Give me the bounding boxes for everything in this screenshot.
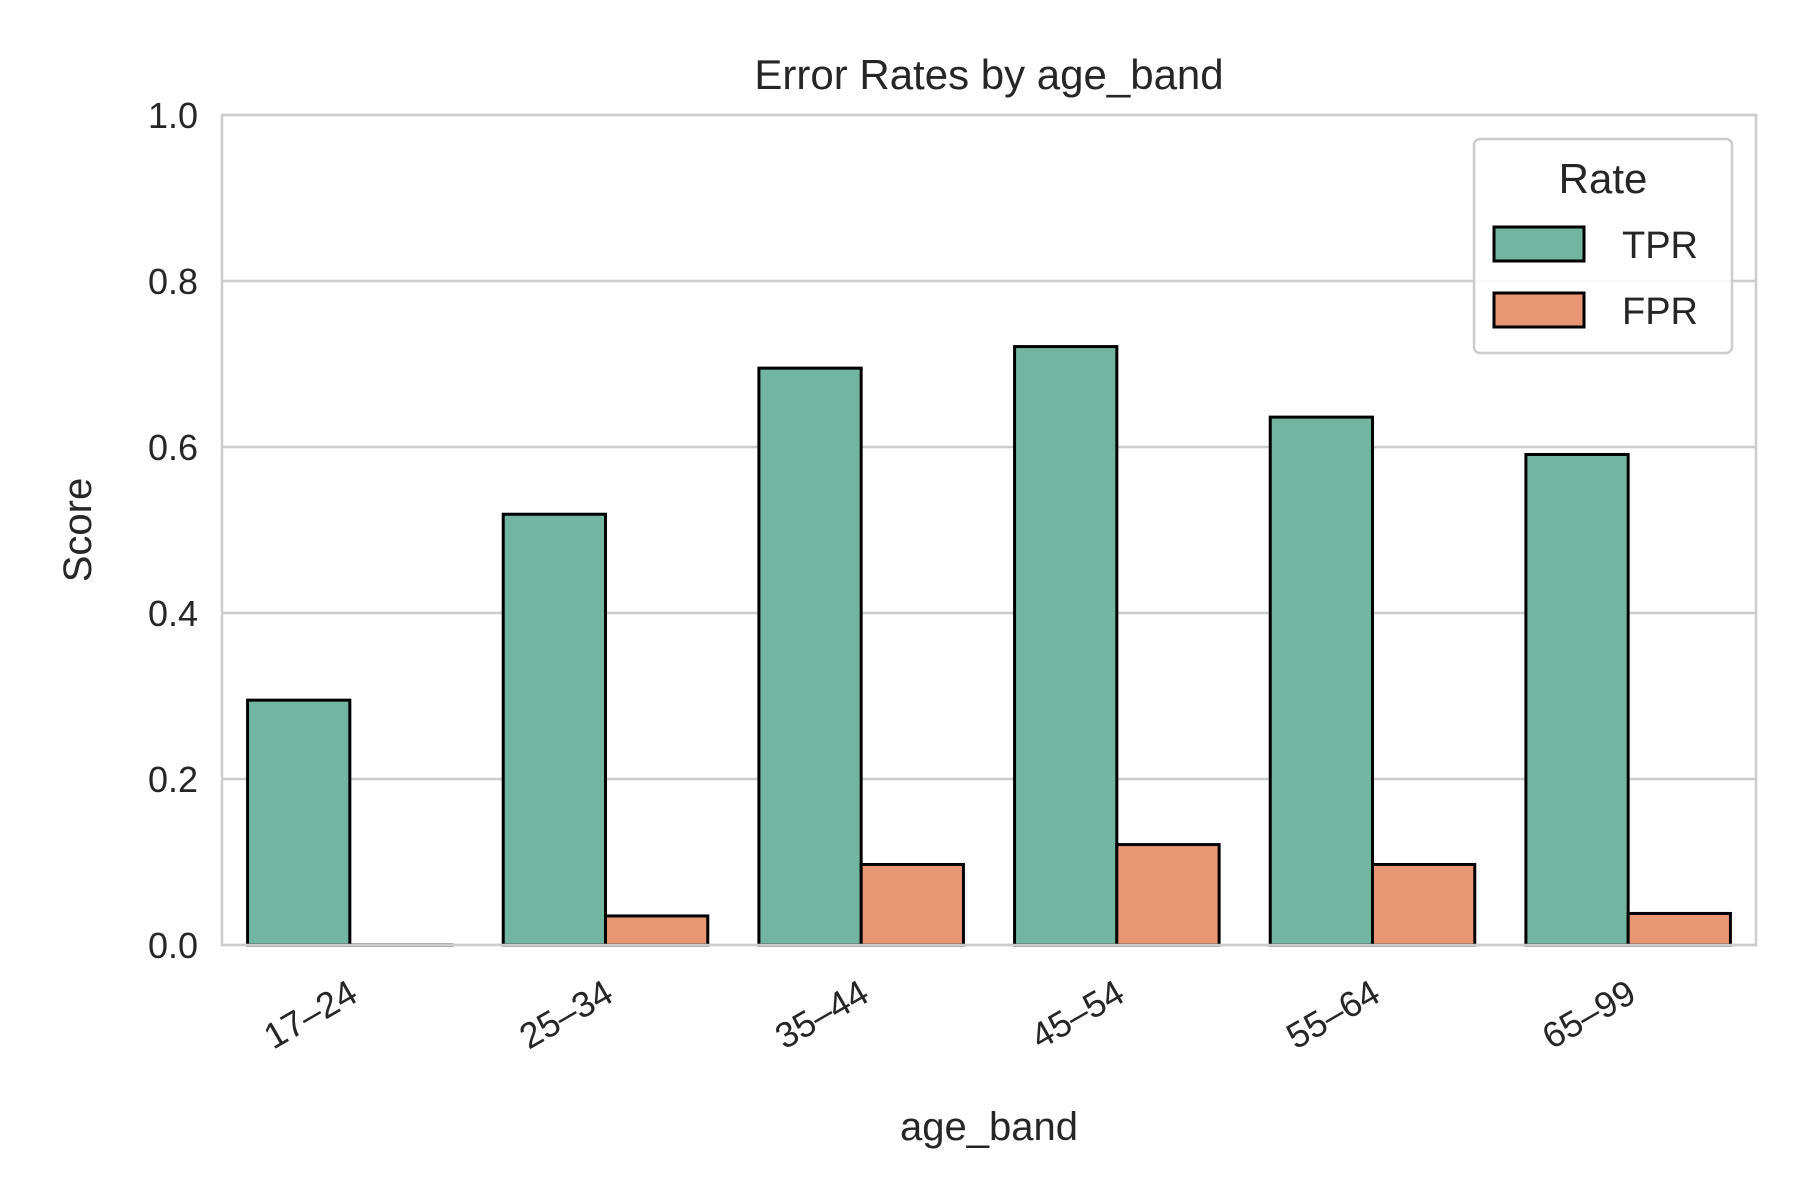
bars-layer — [246, 345, 1732, 947]
y-axis-title: Score — [56, 478, 100, 583]
legend-swatch-fpr — [1492, 291, 1586, 329]
bar-tpr-2 — [757, 366, 863, 947]
bar-fpr-2 — [859, 862, 965, 947]
y-tick-labels: 0.0 0.2 0.4 0.6 0.8 1.0 — [148, 95, 198, 966]
legend-swatch-tpr — [1492, 225, 1586, 263]
legend: Rate TPR FPR — [1472, 137, 1734, 355]
plot-frame — [220, 113, 1758, 947]
legend-title: Rate — [1559, 155, 1648, 202]
bar-fpr-5 — [1626, 911, 1732, 947]
y-tick-label: 0.8 — [148, 261, 198, 302]
y-tick-label: 1.0 — [148, 95, 198, 136]
bar-tpr-4 — [1268, 415, 1374, 947]
bar-tpr-3 — [1013, 345, 1119, 947]
legend-label-fpr: FPR — [1622, 291, 1698, 333]
bar-fpr-3 — [1115, 843, 1221, 947]
bar-fpr-4 — [1371, 862, 1477, 947]
y-tick-label: 0.2 — [148, 759, 198, 800]
bar-fpr-1 — [604, 914, 710, 947]
legend-label-tpr: TPR — [1622, 225, 1698, 267]
y-tick-label: 0.4 — [148, 593, 198, 634]
bar-tpr-5 — [1524, 452, 1630, 947]
bar-tpr-1 — [501, 512, 608, 947]
y-tick-label: 0.0 — [148, 925, 198, 966]
y-tick-label: 0.6 — [148, 427, 198, 468]
chart-title: Error Rates by age_band — [754, 51, 1223, 98]
x-axis-title: age_band — [900, 1105, 1078, 1149]
bar-tpr-0 — [246, 698, 352, 947]
